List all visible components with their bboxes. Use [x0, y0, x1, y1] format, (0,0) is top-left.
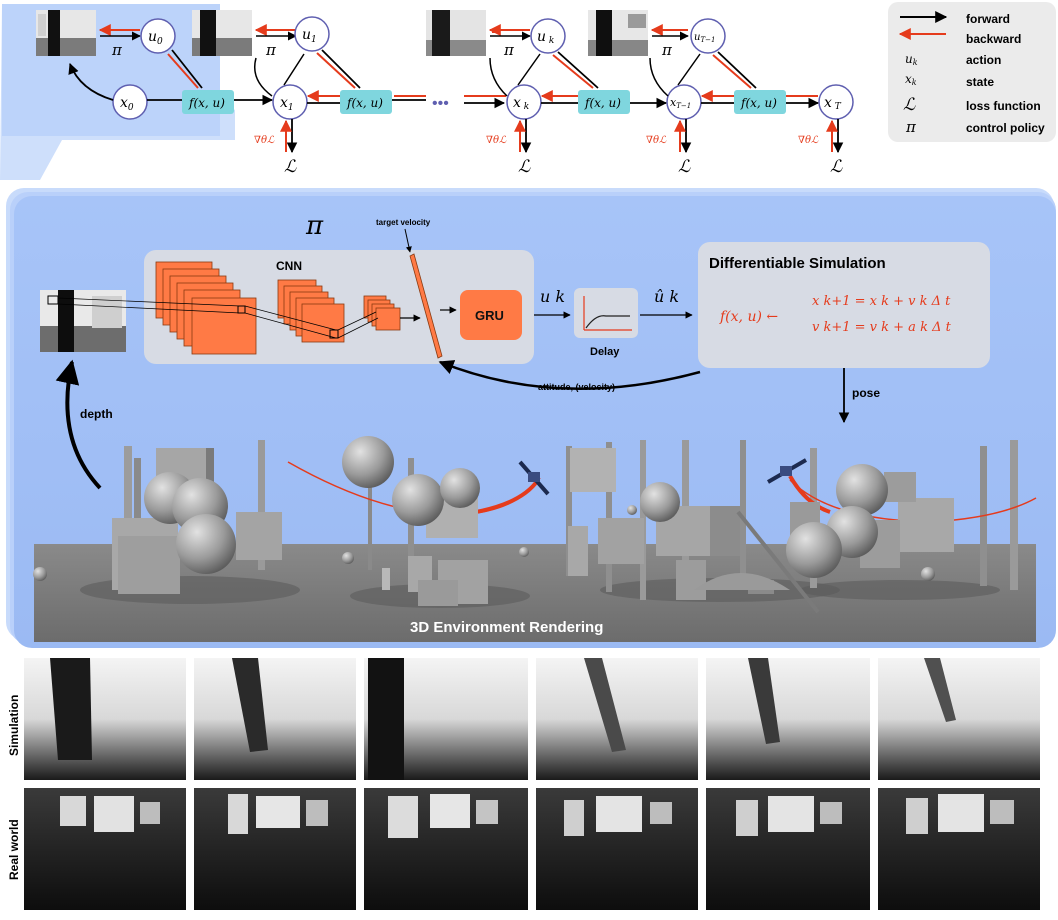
- real-depth-2: [194, 788, 356, 910]
- fxu-box-k: [578, 90, 630, 114]
- pi-label-T: π: [661, 41, 673, 59]
- fxu-box-1: [340, 90, 392, 114]
- svg-text:π: π: [905, 118, 917, 136]
- svg-text:f(x, u): f(x, u): [346, 96, 383, 110]
- legend-state: state: [966, 75, 994, 89]
- pi-label-0: π: [111, 41, 123, 59]
- simulation-box: [698, 242, 990, 368]
- node-uT-1: [690, 18, 726, 54]
- depth-thumb-T: [588, 10, 648, 56]
- svg-text:ℒ: ℒ: [518, 157, 531, 177]
- cnn-layer-1: [155, 261, 257, 355]
- depth-label: depth: [80, 407, 113, 421]
- action-hat-uk: û k: [654, 287, 679, 306]
- depth-thumb-1: [192, 10, 252, 56]
- sim-depth-5: [706, 658, 870, 780]
- row-label-simulation: Simulation: [7, 695, 21, 756]
- loss-k: ∇θℒ ℒ: [486, 119, 532, 177]
- node-xk: [506, 84, 542, 120]
- legend-policy: control policy: [966, 121, 1045, 135]
- environment-render: 3D Environment Rendering: [33, 436, 1037, 642]
- legend-loss: loss function: [966, 99, 1041, 113]
- real-depth-3: [364, 788, 528, 910]
- sim-depth-6: [878, 658, 1040, 780]
- drone-2: [766, 458, 808, 484]
- unroll-diagram: π π π π u0 u1 u k uT−1 x0 x1 x k xT−1 x …: [36, 10, 854, 177]
- svg-text:∇θℒ: ∇θℒ: [254, 135, 275, 146]
- delay-label: Delay: [590, 346, 620, 358]
- fxu-box-0: [182, 90, 234, 114]
- svg-text:ℒ: ℒ: [903, 95, 916, 115]
- svg-text:ℒ: ℒ: [678, 157, 691, 177]
- depth-thumb-0: [36, 10, 96, 56]
- legend-action: action: [966, 53, 1001, 67]
- real-depth-5: [706, 788, 870, 910]
- svg-text:ℒ: ℒ: [284, 157, 297, 177]
- cnn-label: CNN: [276, 259, 302, 273]
- simulation-eq2: v k+1 = v k + a k Δ t: [812, 320, 952, 335]
- real-depth-1: [24, 788, 186, 910]
- svg-text:∇θℒ: ∇θℒ: [486, 135, 507, 146]
- real-depth-6: [878, 788, 1040, 910]
- action-uk: u k: [540, 287, 565, 306]
- node-uk: [530, 18, 566, 54]
- svg-text:∇θℒ: ∇θℒ: [798, 135, 819, 146]
- sim-depth-3: [364, 658, 528, 780]
- delay-block: [574, 288, 638, 338]
- gru-block: [460, 290, 522, 340]
- sim-depth-1: [24, 658, 186, 780]
- node-x1: [272, 84, 308, 120]
- environment-caption: 3D Environment Rendering: [410, 619, 603, 636]
- svg-text:f(x, u): f(x, u): [188, 96, 225, 110]
- loss-T: ∇θℒ ℒ: [798, 119, 844, 177]
- sim-depth-4: [536, 658, 698, 780]
- feedback-label: attitude, (velocity): [538, 382, 615, 392]
- pi-label-1: π: [265, 41, 277, 59]
- node-x0: [112, 84, 148, 120]
- fxu-box-T: [734, 90, 786, 114]
- svg-text:f(x, u): f(x, u): [740, 96, 777, 110]
- unroll-dots: •••: [432, 95, 449, 112]
- svg-text:f(x, u): f(x, u): [584, 96, 621, 110]
- legend: forward backward uk action xk state ℒ lo…: [888, 2, 1056, 142]
- row-label-real-world: Real world: [7, 819, 21, 880]
- cnn-layer-2: [277, 279, 345, 343]
- target-velocity-label: target velocity: [376, 218, 431, 227]
- simulation-lhs: f(x, u) ←: [719, 309, 778, 325]
- loss-1: ∇θℒ ℒ: [254, 119, 298, 177]
- policy-pi: π: [305, 211, 324, 241]
- drone-1: [518, 460, 550, 496]
- svg-text:∇θℒ: ∇θℒ: [646, 135, 667, 146]
- pose-label: pose: [852, 386, 880, 400]
- real-depth-4: [536, 788, 698, 910]
- svg-text:ℒ: ℒ: [830, 157, 843, 177]
- svg-text:xk: xk: [905, 72, 917, 87]
- gru-label: GRU: [475, 308, 504, 323]
- sim-depth-2: [194, 658, 356, 780]
- loss-T-1: ∇θℒ ℒ: [646, 119, 692, 177]
- depth-thumb-k: [426, 10, 486, 56]
- simulation-eq1: x k+1 = x k + v k Δ t: [812, 294, 951, 309]
- feature-vector: [409, 253, 443, 359]
- cnn-layer-3: [363, 295, 401, 331]
- node-u1: [294, 16, 330, 52]
- legend-forward: forward: [966, 12, 1010, 26]
- pi-label-k: π: [503, 41, 515, 59]
- simulation-title: Differentiable Simulation: [709, 255, 886, 272]
- node-u0: [140, 18, 176, 54]
- legend-backward: backward: [966, 32, 1021, 46]
